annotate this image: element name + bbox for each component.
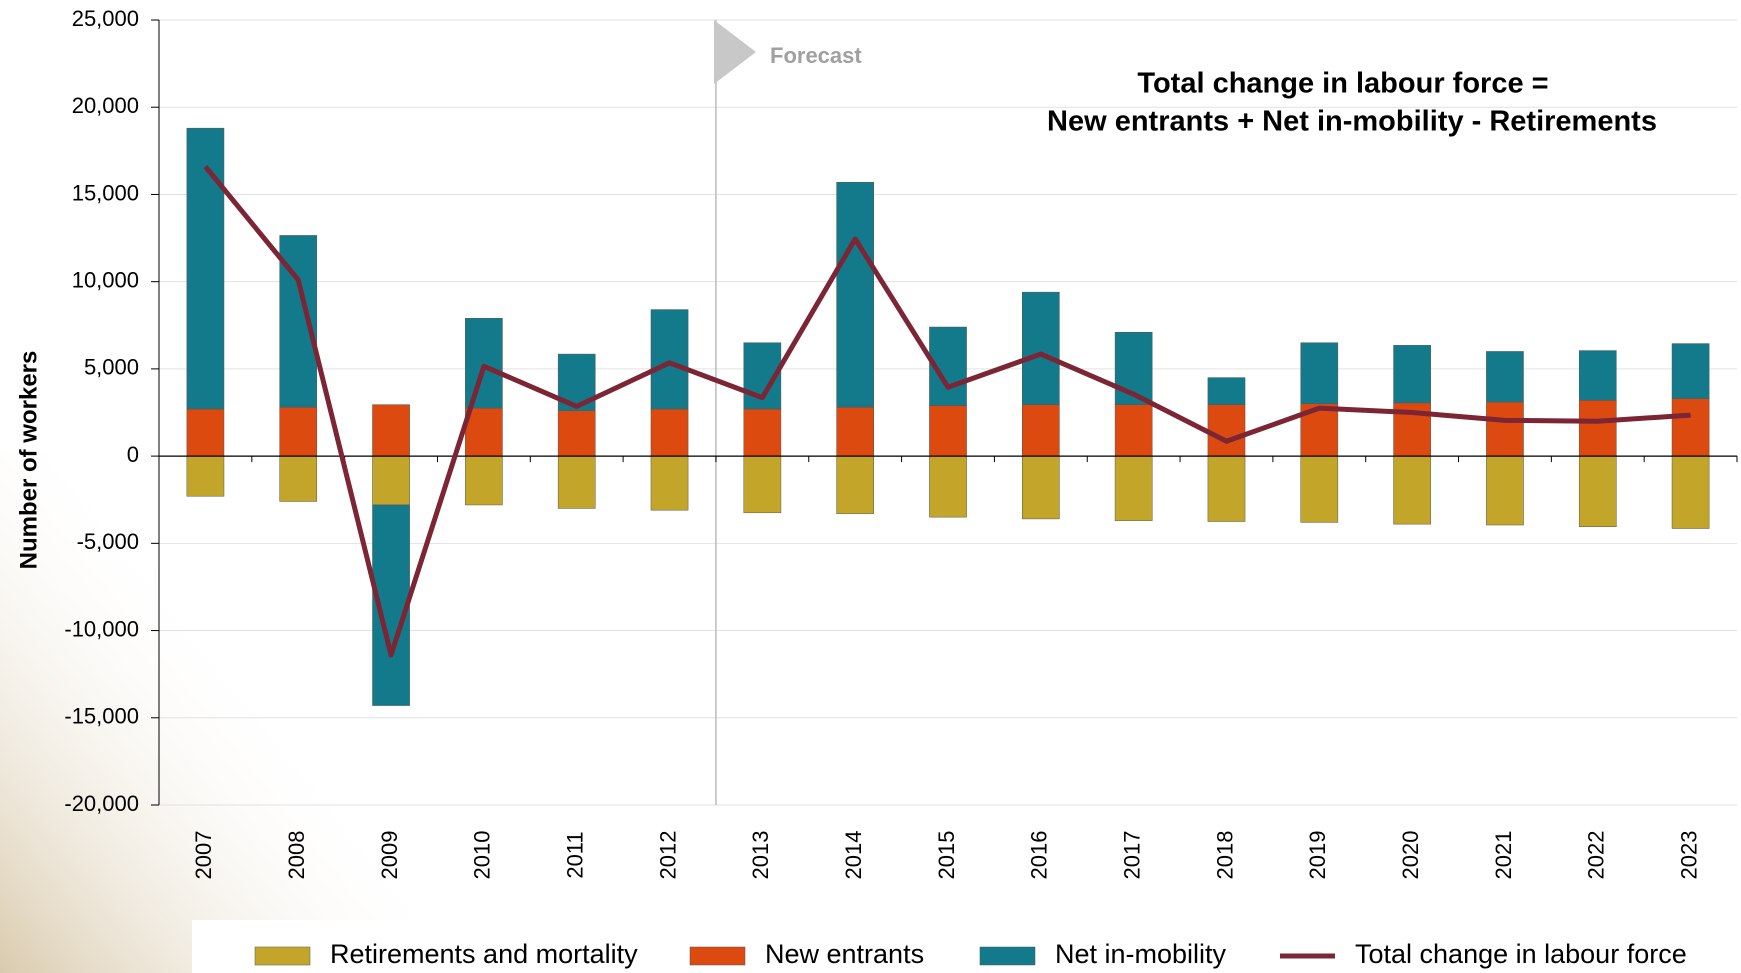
bar [1301, 343, 1338, 404]
bar [837, 182, 874, 407]
forecast-label: Forecast [770, 43, 862, 68]
x-tick-label: 2013 [748, 831, 773, 880]
bar [651, 456, 688, 510]
bar [372, 456, 409, 505]
legend-label: Retirements and mortality [330, 939, 638, 969]
bar [1022, 456, 1059, 519]
bar [1579, 456, 1616, 527]
x-tick-label: 2009 [377, 831, 402, 880]
annotation: New entrants + Net in-mobility - Retirem… [1047, 106, 1657, 138]
bar [1208, 456, 1245, 521]
x-tick-label: 2016 [1027, 831, 1052, 880]
bar [929, 406, 966, 457]
bar [187, 456, 224, 496]
bar [1672, 344, 1709, 399]
bar [1486, 402, 1523, 456]
bar [1115, 405, 1152, 456]
bar [744, 409, 781, 456]
bar [1579, 351, 1616, 401]
bar [1394, 345, 1431, 403]
bar [1208, 405, 1245, 456]
bar [1672, 456, 1709, 528]
y-tick-label: -5,000 [77, 529, 139, 554]
bar [187, 409, 224, 456]
annotation: Total change in labour force = [1137, 68, 1548, 100]
bar [651, 409, 688, 456]
x-tick-label: 2007 [191, 831, 216, 880]
x-tick-label: 2019 [1305, 831, 1330, 880]
bar [465, 456, 502, 505]
bar [1672, 399, 1709, 457]
x-tick-label: 2017 [1119, 831, 1144, 880]
bar [1301, 456, 1338, 522]
y-tick-label: 10,000 [72, 267, 139, 292]
x-tick-label: 2011 [563, 831, 588, 878]
y-axis-label: Number of workers [15, 351, 42, 570]
x-tick-label: 2023 [1676, 831, 1701, 880]
chart: -20,000 -15,000 -10,000 -5,000 0 5,000 10,000 1… [0, 0, 1741, 973]
y-tick-label: 15,000 [72, 180, 139, 205]
bar [929, 456, 966, 517]
x-tick-label: 2018 [1212, 831, 1237, 880]
y-tick-label: 0 [127, 442, 139, 467]
legend-label: New entrants [765, 939, 924, 969]
bar [837, 407, 874, 456]
bar [1022, 292, 1059, 405]
x-tick-label: 2020 [1398, 831, 1423, 880]
legend-label: Net in-mobility [1055, 939, 1227, 969]
y-tick-label: 25,000 [72, 6, 139, 31]
x-tick-label: 2012 [655, 831, 680, 880]
x-tick-label: 2022 [1584, 831, 1609, 880]
bar [1486, 456, 1523, 525]
bar [1115, 456, 1152, 521]
y-tick-label: 20,000 [72, 93, 139, 118]
bar [1022, 405, 1059, 456]
y-tick-label: -10,000 [64, 616, 139, 641]
legend-label: Total change in labour force [1355, 939, 1687, 969]
bar [1486, 351, 1523, 402]
bar [465, 318, 502, 408]
bar [558, 456, 595, 508]
x-tick-label: 2021 [1491, 831, 1516, 880]
bar [1394, 456, 1431, 524]
legend-swatch [255, 947, 310, 965]
x-tick-label: 2008 [284, 831, 309, 880]
bar [558, 411, 595, 456]
y-tick-label: -15,000 [64, 704, 139, 729]
bar [372, 405, 409, 456]
legend-swatch [980, 947, 1035, 965]
x-tick-label: 2014 [841, 831, 866, 880]
bar [744, 456, 781, 513]
x-tick-label: 2015 [934, 831, 959, 880]
y-tick-label: -20,000 [64, 791, 139, 816]
x-tick-label: 2010 [470, 831, 495, 880]
bar [651, 310, 688, 409]
legend-swatch [690, 947, 745, 965]
bar [1208, 378, 1245, 405]
y-tick-label: 5,000 [84, 355, 139, 380]
bar [837, 456, 874, 514]
bar [1579, 400, 1616, 456]
bar [280, 407, 317, 456]
forecast-arrow [714, 20, 756, 84]
background-decoration [0, 450, 420, 973]
bar [280, 456, 317, 501]
bar [465, 408, 502, 456]
